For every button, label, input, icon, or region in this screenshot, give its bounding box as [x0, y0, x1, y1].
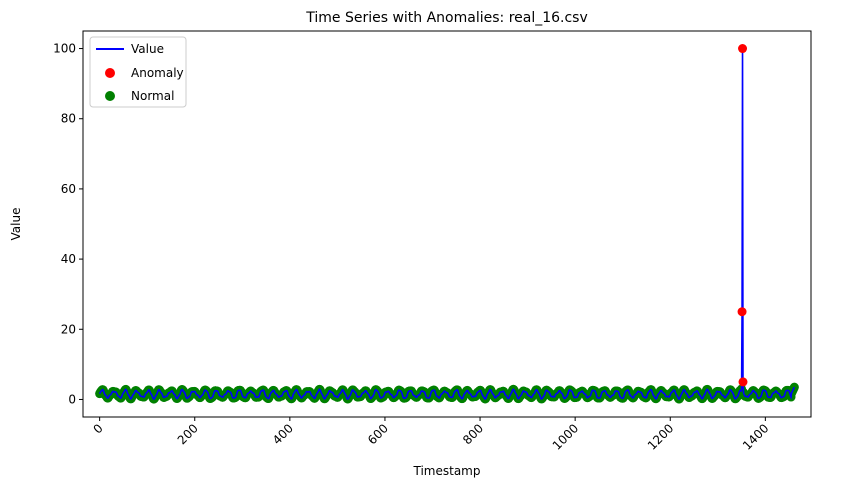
y-tick-label: 60 [61, 182, 76, 196]
axes-frame [82, 30, 812, 418]
x-tick-label: 1400 [740, 421, 771, 452]
legend-anomaly-label: Anomaly [131, 66, 184, 80]
anomaly-point [738, 44, 748, 54]
legend-anomaly-marker-icon [105, 68, 115, 78]
x-tick-label: 400 [270, 421, 296, 447]
x-tick-label: 1000 [550, 421, 581, 452]
x-axis-label: Timestamp [413, 464, 481, 478]
plot-area [95, 44, 799, 404]
legend-normal-marker-icon [105, 91, 115, 101]
x-tick-label: 800 [460, 421, 486, 447]
legend-value-label: Value [131, 42, 164, 56]
x-axis: 0 200 400 600 800 1000 1200 1400 [90, 417, 771, 453]
y-tick-label: 0 [68, 392, 76, 406]
x-tick-label: 600 [365, 421, 391, 447]
legend-normal-label: Normal [131, 89, 174, 103]
y-tick-label: 20 [61, 322, 76, 336]
y-axis: 0 20 40 60 80 100 [53, 42, 83, 406]
y-tick-label: 100 [53, 42, 76, 56]
anomaly-point [737, 307, 747, 317]
legend: Value Anomaly Normal [89, 36, 187, 108]
y-tick-label: 40 [61, 252, 76, 266]
x-tick-label: 0 [90, 421, 105, 436]
x-tick-label: 1200 [645, 421, 676, 452]
legend-box [89, 36, 187, 108]
anomaly-point [738, 377, 748, 387]
value-line [98, 48, 796, 401]
y-axis-label: Value [9, 208, 23, 241]
x-tick-label: 200 [175, 421, 201, 447]
chart-title: Time Series with Anomalies: real_16.csv [305, 10, 588, 26]
anomaly-markers [737, 44, 748, 387]
y-tick-label: 80 [61, 112, 76, 126]
